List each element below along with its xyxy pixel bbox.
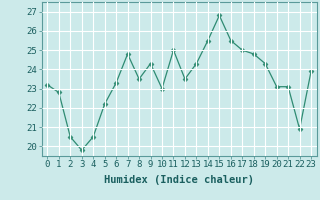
X-axis label: Humidex (Indice chaleur): Humidex (Indice chaleur) — [104, 175, 254, 185]
